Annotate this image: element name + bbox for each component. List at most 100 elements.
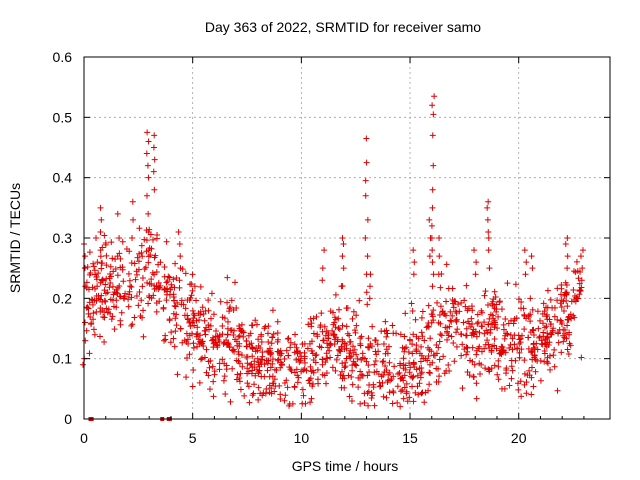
data-point xyxy=(495,363,502,370)
data-point xyxy=(274,318,281,325)
data-point xyxy=(236,323,243,330)
data-point xyxy=(183,374,190,381)
data-point xyxy=(527,311,534,318)
data-point xyxy=(503,365,510,372)
data-point xyxy=(558,282,565,289)
data-point xyxy=(401,348,408,355)
data-point xyxy=(401,384,408,391)
data-point xyxy=(441,310,448,317)
data-point xyxy=(232,336,239,343)
data-point xyxy=(445,362,452,369)
data-point xyxy=(476,329,483,336)
data-point xyxy=(339,375,346,382)
data-point xyxy=(344,330,351,337)
data-point xyxy=(547,296,554,303)
data-point xyxy=(339,338,346,345)
data-point xyxy=(341,384,348,391)
data-point xyxy=(94,259,101,266)
data-point xyxy=(540,300,547,307)
data-point xyxy=(357,335,364,342)
data-point xyxy=(322,359,329,366)
data-point xyxy=(227,398,234,405)
data-point xyxy=(335,315,342,322)
data-point xyxy=(427,235,434,241)
data-point xyxy=(129,235,136,241)
data-point xyxy=(261,325,268,332)
data-point xyxy=(435,344,442,351)
data-point xyxy=(205,307,212,314)
data-point xyxy=(372,357,379,364)
data-point xyxy=(131,260,138,267)
data-point xyxy=(401,333,408,340)
data-point xyxy=(475,345,482,352)
x-tick-label: 10 xyxy=(294,430,310,446)
data-point xyxy=(245,383,252,390)
data-point xyxy=(232,279,239,286)
data-point xyxy=(83,279,90,286)
data-point xyxy=(383,394,390,401)
data-point xyxy=(310,357,317,364)
y-tick-label: 0.5 xyxy=(53,109,73,125)
data-point xyxy=(380,371,387,378)
data-point xyxy=(486,315,493,322)
data-point xyxy=(214,333,221,340)
data-point xyxy=(103,262,110,269)
data-point xyxy=(177,265,184,272)
data-point xyxy=(135,258,142,265)
data-point xyxy=(371,361,378,368)
data-point xyxy=(144,162,151,169)
data-point xyxy=(418,314,425,321)
data-point xyxy=(164,278,171,285)
data-point xyxy=(393,330,400,337)
data-point xyxy=(383,367,390,374)
data-point xyxy=(491,336,498,343)
data-point xyxy=(93,235,100,241)
data-point xyxy=(173,274,180,281)
data-point xyxy=(433,378,440,385)
data-point xyxy=(564,253,571,260)
data-point xyxy=(494,325,501,332)
data-point xyxy=(386,359,393,366)
data-point xyxy=(521,247,528,254)
data-point xyxy=(579,247,586,254)
data-point xyxy=(206,364,213,371)
data-point xyxy=(205,372,212,379)
data-point xyxy=(508,363,515,370)
data-point xyxy=(450,304,457,311)
data-point xyxy=(506,345,513,352)
data-point xyxy=(411,259,418,266)
data-point xyxy=(249,364,256,371)
data-point xyxy=(512,281,519,288)
data-point xyxy=(346,350,353,357)
data-point xyxy=(176,277,183,284)
data-point xyxy=(558,297,565,304)
data-point xyxy=(249,322,256,329)
data-point xyxy=(547,366,554,373)
data-point xyxy=(109,313,116,320)
data-point xyxy=(313,313,320,320)
data-point xyxy=(390,373,397,380)
data-point xyxy=(356,297,363,304)
data-point xyxy=(421,337,428,344)
data-point xyxy=(571,268,577,275)
data-point xyxy=(528,364,535,371)
data-point xyxy=(86,249,93,256)
data-point xyxy=(210,311,217,318)
data-point xyxy=(229,365,236,372)
data-point xyxy=(186,351,193,358)
data-point xyxy=(284,384,291,391)
data-point xyxy=(229,347,236,354)
data-point xyxy=(210,393,217,400)
data-point xyxy=(495,357,502,364)
data-point xyxy=(526,367,533,374)
data-point xyxy=(557,317,564,324)
data-point xyxy=(298,368,305,375)
data-point xyxy=(460,319,467,326)
data-point xyxy=(269,356,276,363)
data-point xyxy=(327,308,334,315)
y-grid xyxy=(84,116,610,360)
data-point xyxy=(437,331,444,338)
data-point xyxy=(367,283,374,290)
data-point xyxy=(579,265,586,272)
data-point xyxy=(557,291,564,298)
